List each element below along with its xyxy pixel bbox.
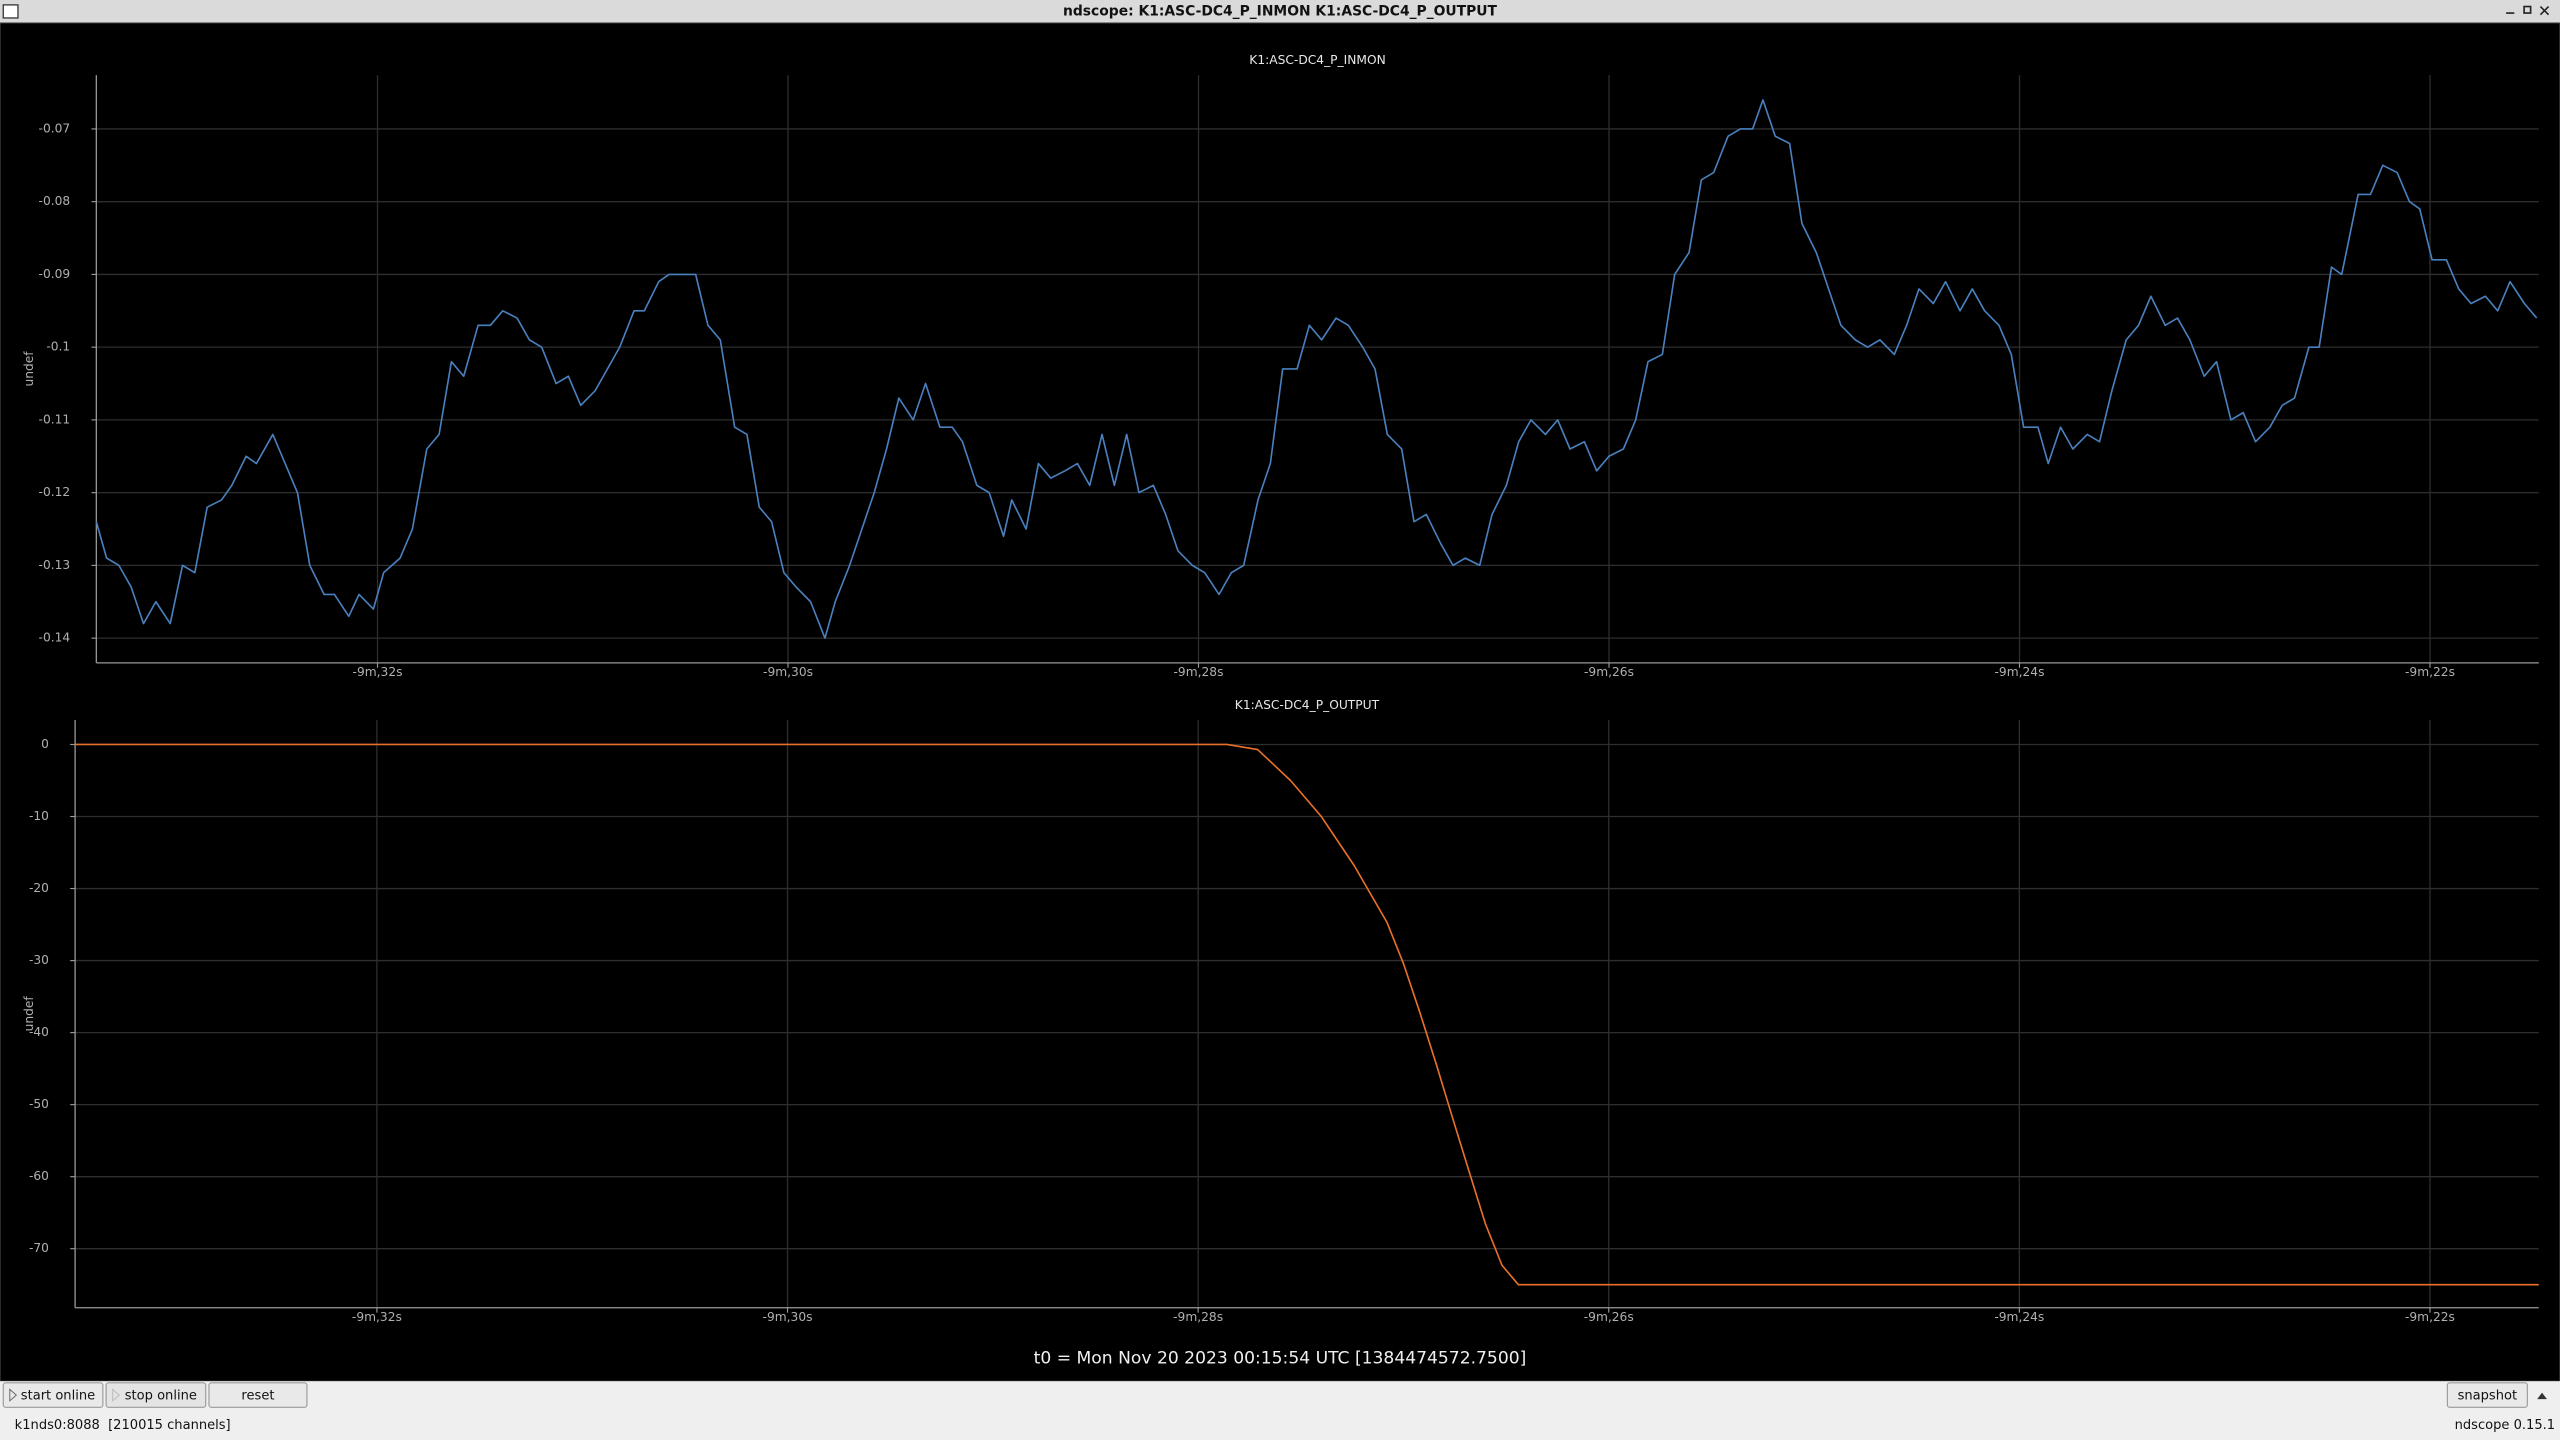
close[interactable] <box>2539 5 2550 16</box>
y-tick-label: -0.07 <box>39 121 71 135</box>
y-tick-label: -0.12 <box>39 485 71 499</box>
y-tick-label: -20 <box>29 881 49 895</box>
window-icon <box>2 4 19 19</box>
y-tick-label: -60 <box>29 1169 49 1183</box>
button-frame <box>105 1382 207 1408</box>
button-frame[interactable] <box>2 1382 104 1408</box>
y-tick-label: -30 <box>29 953 49 967</box>
button[interactable]: start online <box>2 1382 104 1408</box>
y-tick-label: -70 <box>29 1241 49 1255</box>
plot-title: K1:ASC-DC4_P_OUTPUT <box>1235 698 1380 712</box>
data-line <box>75 743 2539 1286</box>
y-tick-label: 0 <box>41 737 49 751</box>
x-tick-label: -9m,28s <box>1174 665 1224 679</box>
button[interactable]: snapshot <box>2446 1382 2528 1408</box>
menu-arrow[interactable] <box>2537 1392 2547 1400</box>
x-tick-label: -9m,26s <box>1584 1310 1634 1324</box>
button[interactable]: reset <box>208 1382 308 1408</box>
x-tick-label: -9m,28s <box>1173 1310 1223 1324</box>
button-label[interactable]: start online <box>21 1388 95 1403</box>
y-tick-label: -0.13 <box>39 558 71 572</box>
button-icon <box>9 1388 18 1402</box>
y-tick-label: -0.11 <box>39 412 71 426</box>
version: ndscope 0.15.1 <box>2455 1418 2555 1433</box>
button-frame[interactable] <box>208 1382 308 1408</box>
button-frame[interactable] <box>2446 1382 2528 1408</box>
button-icon <box>112 1388 120 1402</box>
x-tick-label: -9m,30s <box>763 1310 813 1324</box>
plot-area <box>0 22 2560 1382</box>
x-tick-label: -9m,22s <box>2405 665 2455 679</box>
x-tick-label: -9m,22s <box>2405 1310 2455 1324</box>
data-line <box>95 99 2538 639</box>
button: stop online <box>105 1382 207 1408</box>
server-status: k1nds0:8088 [210015 channels] <box>15 1418 231 1433</box>
x-tick-label: -9m,24s <box>1995 665 2045 679</box>
x-tick-label: -9m,24s <box>1994 1310 2044 1324</box>
x-tick-label: -9m,26s <box>1584 665 1634 679</box>
button-label[interactable]: snapshot <box>2458 1388 2518 1403</box>
window-title: ndscope: K1:ASC-DC4_P_INMON K1:ASC-DC4_P… <box>1063 3 1498 19</box>
button-label[interactable]: reset <box>241 1388 274 1403</box>
control-bar <box>0 1381 2560 1440</box>
window-controls[interactable] <box>2506 5 2550 16</box>
y-axis-label: undef <box>22 996 36 1032</box>
t0-label: t0 = Mon Nov 20 2023 00:15:54 UTC [13844… <box>1034 1348 1527 1368</box>
y-tick-label: -0.09 <box>39 267 71 281</box>
plot-title: K1:ASC-DC4_P_INMON <box>1249 53 1385 67</box>
x-tick-label: -9m,30s <box>763 665 813 679</box>
y-tick-label: -50 <box>29 1097 49 1111</box>
button-label: stop online <box>125 1388 197 1403</box>
x-tick-label: -9m,32s <box>352 1310 402 1324</box>
y-tick-label: -0.14 <box>39 631 71 645</box>
y-axis-label: undef <box>22 351 36 387</box>
y-tick-label: -0.1 <box>46 340 70 354</box>
y-tick-label: -40 <box>29 1025 49 1039</box>
title-bar <box>0 0 2560 23</box>
x-tick-label: -9m,32s <box>353 665 403 679</box>
maximize[interactable] <box>2523 5 2532 14</box>
y-tick-label: -10 <box>29 809 49 823</box>
y-tick-label: -0.08 <box>39 194 71 208</box>
